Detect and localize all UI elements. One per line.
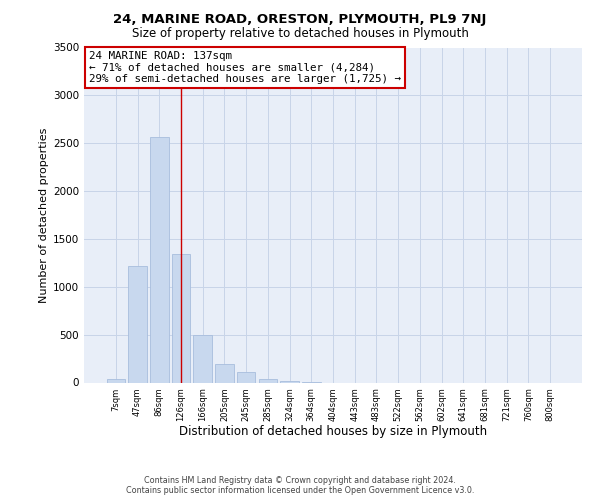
X-axis label: Distribution of detached houses by size in Plymouth: Distribution of detached houses by size … (179, 426, 487, 438)
Bar (193, 334, 212, 382)
Text: 24 MARINE ROAD: 137sqm
← 71% of detached houses are smaller (4,284)
29% of semi-: 24 MARINE ROAD: 137sqm ← 71% of detached… (89, 51, 401, 84)
Y-axis label: Number of detached properties: Number of detached properties (39, 128, 49, 302)
Bar (172, 254, 190, 382)
Bar (215, 364, 233, 382)
Text: 24, MARINE ROAD, ORESTON, PLYMOUTH, PL9 7NJ: 24, MARINE ROAD, ORESTON, PLYMOUTH, PL9 … (113, 12, 487, 26)
Bar (237, 372, 256, 382)
Bar (128, 266, 147, 382)
Text: Size of property relative to detached houses in Plymouth: Size of property relative to detached ho… (131, 28, 469, 40)
Bar (280, 381, 299, 382)
Text: Contains HM Land Registry data © Crown copyright and database right 2024.
Contai: Contains HM Land Registry data © Crown c… (126, 476, 474, 495)
Bar (150, 136, 169, 382)
Bar (259, 378, 277, 382)
Bar (107, 378, 125, 382)
